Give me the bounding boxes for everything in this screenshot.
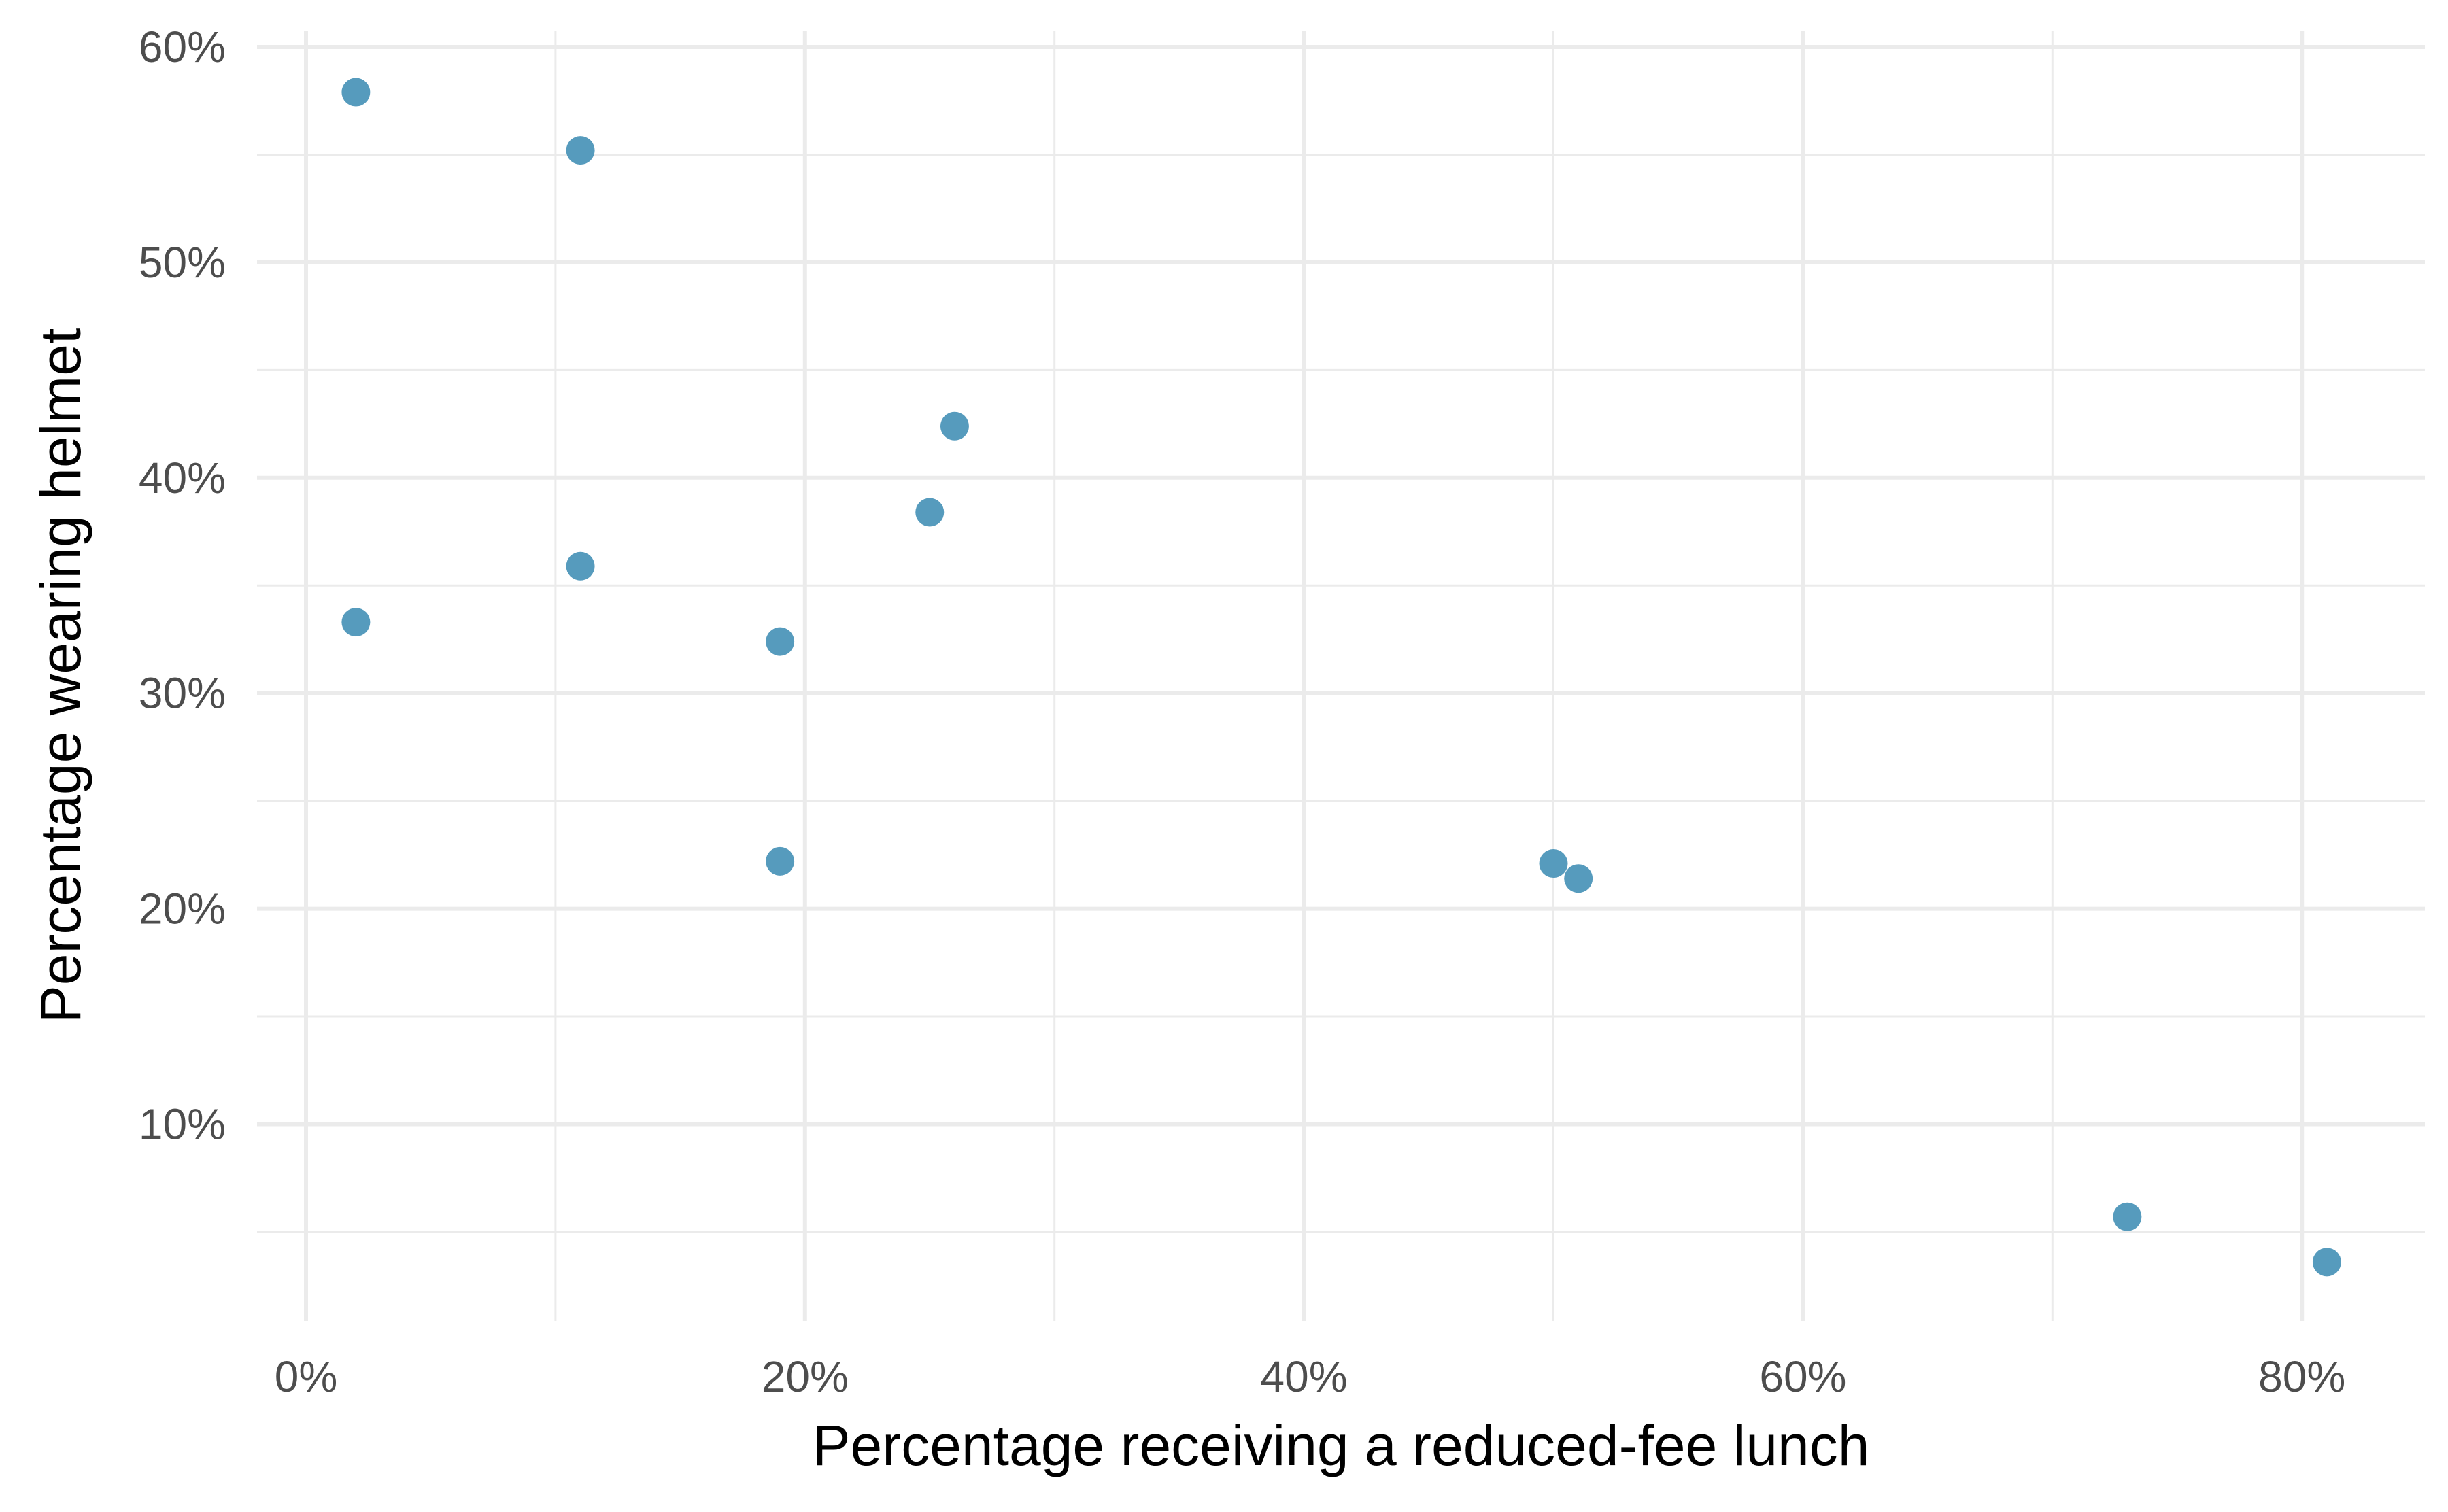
y-tick-labels: 10% 20% 30% 40% 50% 60% <box>139 22 226 1149</box>
y-tick-label: 40% <box>139 453 226 502</box>
data-point <box>915 498 945 527</box>
data-point <box>1564 864 1593 893</box>
data-point <box>341 608 371 637</box>
data-point <box>940 411 969 441</box>
y-axis-title: Percentage wearing helmet <box>29 328 92 1024</box>
data-point <box>566 136 595 165</box>
x-tick-label: 40% <box>1261 1352 1348 1401</box>
x-axis-title: Percentage receiving a reduced-fee lunch <box>813 1413 1870 1477</box>
x-tick-labels: 0% 20% 40% 60% 80% <box>275 1352 2345 1401</box>
data-point <box>566 551 595 581</box>
x-tick-label: 80% <box>2258 1352 2345 1401</box>
grid <box>257 31 2425 1321</box>
y-tick-label: 50% <box>139 238 226 287</box>
x-tick-label: 60% <box>1759 1352 1846 1401</box>
x-tick-label: 0% <box>275 1352 338 1401</box>
data-point <box>2113 1202 2142 1231</box>
data-point <box>766 627 795 656</box>
y-tick-label: 60% <box>139 22 226 71</box>
data-point <box>1539 849 1568 878</box>
data-point <box>341 78 371 107</box>
data-points <box>341 78 2341 1277</box>
y-tick-label: 20% <box>139 884 226 933</box>
y-tick-label: 30% <box>139 669 226 718</box>
data-point <box>2312 1248 2341 1277</box>
x-tick-label: 20% <box>762 1352 849 1401</box>
y-tick-label: 10% <box>139 1100 226 1149</box>
data-point <box>766 846 795 876</box>
